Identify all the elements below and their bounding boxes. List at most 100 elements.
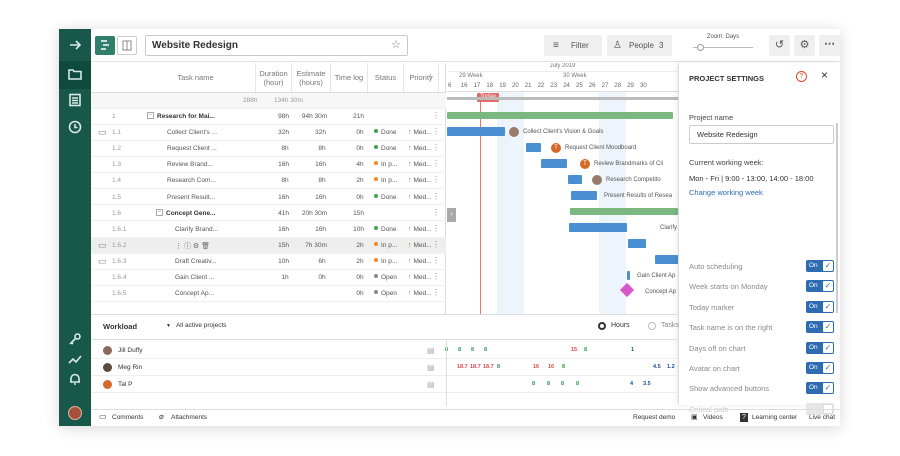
task-name[interactable]: Draft Creativ... <box>175 257 217 265</box>
task-name[interactable]: Concept Gene... <box>166 209 216 217</box>
col-estimate[interactable]: Estimate (hours) <box>292 63 331 92</box>
calendar-icon[interactable]: ▤ <box>427 362 435 372</box>
task-name[interactable]: Gain Client ... <box>175 274 215 281</box>
estimate-cell[interactable]: 20h 30m <box>301 209 328 217</box>
row-action-icons[interactable]: ⋮ ⓘ ⚙ 🗑 <box>175 242 210 250</box>
clock-icon[interactable] <box>67 120 83 136</box>
status-cell[interactable]: Open <box>374 274 397 281</box>
comment-icon[interactable]: ▭ <box>98 255 107 266</box>
comment-icon[interactable]: ▭ <box>98 239 107 250</box>
duration-cell[interactable]: 98h <box>278 113 289 120</box>
learning-center-link[interactable]: Learning center <box>752 414 798 421</box>
timelog-cell[interactable]: 15h <box>353 209 364 217</box>
zoom-control[interactable]: Zoom: Days <box>685 34 761 58</box>
status-cell[interactable]: In p... <box>374 257 397 265</box>
toggle-switch[interactable]: On ✓ <box>806 280 834 293</box>
col-status[interactable]: Status <box>368 63 404 92</box>
hours-radio[interactable] <box>598 322 606 330</box>
task-name[interactable]: Present Result... <box>167 193 216 201</box>
trend-icon[interactable] <box>67 352 83 368</box>
priority-cell[interactable]: ↑ Med... <box>408 193 432 201</box>
row-menu-icon[interactable]: ⋮ <box>432 127 440 137</box>
star-icon[interactable]: ☆ <box>391 39 401 51</box>
timelog-cell[interactable]: 0h <box>356 274 364 281</box>
priority-cell[interactable]: ↑ Med... <box>408 225 432 233</box>
timelog-cell[interactable]: 4h <box>356 161 364 169</box>
collapse-icon[interactable]: − <box>147 112 154 119</box>
task-name[interactable]: Request Client ... <box>167 145 217 153</box>
gantt-bar-162[interactable] <box>628 239 646 248</box>
user-avatar[interactable] <box>68 406 82 420</box>
duration-cell[interactable]: 15h <box>278 241 289 249</box>
filter-button[interactable]: ≡ Filter <box>544 35 602 56</box>
toggle-switch[interactable]: On ✓ <box>806 321 834 334</box>
timelog-cell[interactable]: 21h <box>353 113 364 120</box>
duration-cell[interactable]: 16h <box>278 161 289 169</box>
gantt-bar-present[interactable] <box>571 191 597 200</box>
toggle-switch[interactable]: On ✓ <box>806 300 834 313</box>
toggle-switch[interactable]: On ✓ <box>806 260 834 272</box>
gantt-bar-draft[interactable] <box>655 255 678 264</box>
workload-row[interactable]: Meg Rin ▤ 18.7 18.7 18.7 8 16 16 8 4.5 1.2 <box>91 360 678 376</box>
live-chat-link[interactable]: Live chat <box>809 414 836 421</box>
estimate-cell[interactable]: 7h 30m <box>305 241 327 249</box>
toggle-switch[interactable] <box>806 402 834 415</box>
estimate-cell[interactable]: 32h <box>315 129 326 137</box>
scroll-left-icon[interactable]: ‹ <box>447 208 456 222</box>
col-timelog[interactable]: Time log <box>331 63 368 92</box>
table-row[interactable]: 1.6.4 Gain Client ... 1h 0h 0h Open ↑ Med... ⋮ <box>91 270 446 286</box>
duration-cell[interactable]: 32h <box>278 129 289 137</box>
task-name[interactable]: Concept Ap... <box>175 290 215 298</box>
gantt-bar-collect[interactable] <box>447 127 505 136</box>
estimate-cell[interactable]: 8h <box>318 177 326 185</box>
priority-cell[interactable]: ↑ Med... <box>408 129 432 137</box>
table-row[interactable]: 1 − Research for Mai... 98h 94h 30m 21h ⋮ <box>91 109 446 125</box>
priority-cell[interactable]: ↑ Med... <box>408 274 432 281</box>
timelog-cell[interactable]: 2h <box>356 177 364 185</box>
table-row[interactable]: ▭ 1.6.3 Draft Creativ... 10h 6h 2h In p... ↑ Med… <box>91 254 446 270</box>
settings-scrollbar[interactable] <box>836 123 838 313</box>
row-menu-icon[interactable]: ⋮ <box>432 223 440 233</box>
workload-row[interactable]: Tal P ▤ 8 8 8 8 4 3.5 <box>91 377 678 393</box>
priority-cell[interactable]: ↑ Med... <box>408 177 432 185</box>
close-icon[interactable]: × <box>821 68 829 82</box>
row-menu-icon[interactable]: ⋮ <box>432 191 440 201</box>
calendar-icon[interactable]: ▤ <box>427 346 435 355</box>
table-row[interactable]: 1.5 Present Result... 16h 16h 0h Done ↑ Med... ⋮ <box>91 190 446 206</box>
row-menu-icon[interactable]: ⋮ <box>432 175 440 185</box>
table-row[interactable]: 1.6.1 Clarify Brand... 16h 16h 10h Done ↑ Med..… <box>91 222 446 238</box>
estimate-cell[interactable]: 6h <box>318 257 326 265</box>
calendar-icon[interactable]: ▤ <box>427 379 435 389</box>
bell-icon[interactable] <box>67 372 83 388</box>
duration-cell[interactable]: 8h <box>281 145 289 153</box>
collapse-icon[interactable]: − <box>156 208 163 216</box>
gantt-view-icon[interactable] <box>95 36 115 55</box>
workload-filter[interactable]: ▼ All active projects <box>166 322 227 329</box>
comments-link[interactable]: Comments <box>112 414 144 421</box>
project-name-input[interactable]: Website Redesign <box>689 125 834 144</box>
table-row[interactable]: 1.3 Review Brand... 16h 16h 4h In p... ↑ Med...… <box>91 157 446 174</box>
priority-cell[interactable]: ↑ Med... <box>408 161 432 169</box>
table-row[interactable]: 1.4 Research Com... 8h 8h 2h In p... ↑ Med... ⋮ <box>91 173 446 190</box>
task-name[interactable]: Research for Mai... <box>157 113 215 120</box>
duration-cell[interactable]: 16h <box>278 225 289 233</box>
gantt-bar-concept[interactable] <box>570 208 678 215</box>
change-working-week-link[interactable]: Change working week <box>689 188 763 197</box>
attachments-link[interactable]: Attachments <box>171 414 208 421</box>
folder-icon[interactable] <box>59 61 91 89</box>
timelog-cell[interactable]: 0h <box>356 193 364 201</box>
col-duration[interactable]: Duration (hour) <box>256 63 292 92</box>
task-name[interactable]: Research Com... <box>167 177 216 185</box>
table-row[interactable]: ▭ 1.1 Collect Client's ... 32h 32h 0h Done ↑ Med… <box>91 125 446 141</box>
help-icon[interactable]: ? <box>796 71 807 82</box>
status-cell[interactable]: In p... <box>374 241 397 249</box>
videos-link[interactable]: Videos <box>703 414 723 421</box>
comment-icon[interactable]: ▭ <box>98 127 107 138</box>
tasks-radio[interactable] <box>648 322 656 330</box>
task-name[interactable]: Clarify Brand... <box>175 225 218 233</box>
row-menu-icon[interactable]: ⋮ <box>432 272 440 281</box>
priority-cell[interactable]: ↑ Med... <box>408 145 432 153</box>
toggle-switch[interactable]: On ✓ <box>806 382 834 395</box>
add-column-icon[interactable]: + <box>427 71 434 83</box>
estimate-cell[interactable]: 94h 30m <box>301 113 328 120</box>
